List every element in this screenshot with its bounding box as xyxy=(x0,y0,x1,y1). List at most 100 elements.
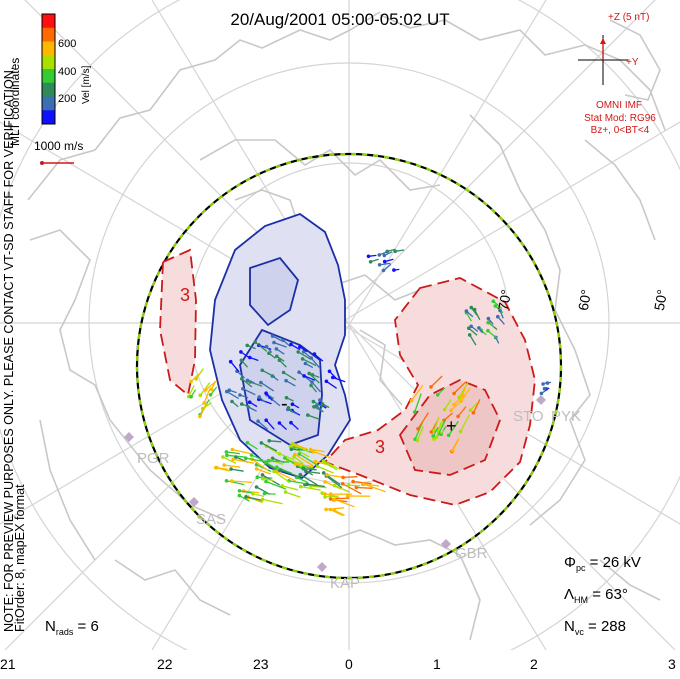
velocity-vector-origin xyxy=(382,269,386,273)
colorbar-tick-400: 400 xyxy=(58,66,76,78)
velocity-vector-origin xyxy=(261,477,265,481)
velocity-vector-origin xyxy=(541,382,545,386)
mlt-tick-3: 3 xyxy=(668,656,676,672)
potential-min-label: - xyxy=(281,393,288,416)
velocity-vector-origin xyxy=(260,369,264,373)
imf-y-label: +Y xyxy=(626,57,639,68)
velocity-vector-origin xyxy=(294,462,298,466)
velocity-vector-origin xyxy=(189,395,193,399)
velocity-vector-origin xyxy=(272,470,276,474)
station-gbr: GBR xyxy=(455,545,488,562)
velocity-vector-origin xyxy=(199,394,203,398)
velocity-vector-origin xyxy=(260,441,264,445)
colorbar-tick-600: 600 xyxy=(58,38,76,50)
colorbar-segment xyxy=(42,97,55,111)
velocity-vector-origin xyxy=(329,497,333,501)
velocity-vector-origin xyxy=(253,340,257,344)
velocity-vector-origin xyxy=(296,350,300,354)
velocity-vector-origin xyxy=(324,508,328,512)
velocity-vector-origin xyxy=(322,471,326,475)
velocity-vector-tail xyxy=(231,469,244,471)
velocity-vector-origin xyxy=(298,452,302,456)
velocity-vector-origin xyxy=(393,250,397,254)
velocity-vector-origin xyxy=(278,421,282,425)
velocity-vector-origin xyxy=(263,492,267,496)
mlt-tick-0: 0 xyxy=(345,656,353,672)
negative-cell xyxy=(210,214,350,478)
velocity-vector-origin xyxy=(302,467,306,471)
velocity-vector-origin xyxy=(264,480,268,484)
velocity-vector-origin xyxy=(240,377,244,381)
colorbar-tick-200: 200 xyxy=(58,93,76,105)
velocity-vector-origin xyxy=(256,419,260,423)
velocity-vector-origin xyxy=(225,390,229,394)
velocity-vector-origin xyxy=(267,439,271,443)
velocity-vector-origin xyxy=(282,371,286,375)
velocity-vector-origin xyxy=(221,455,225,459)
potential-max-label: + xyxy=(446,416,457,437)
velocity-vector-tail xyxy=(224,465,240,467)
velocity-vector-origin xyxy=(416,439,420,443)
velocity-vector-origin xyxy=(315,404,319,408)
velocity-vector-origin xyxy=(284,490,288,494)
velocity-vector-origin xyxy=(496,315,500,319)
velocity-vector-origin xyxy=(369,260,373,264)
velocity-vector-origin xyxy=(267,351,271,355)
velocity-vector-origin xyxy=(351,480,355,484)
velocity-vector-origin xyxy=(240,402,244,406)
velocity-vector-tail xyxy=(286,492,301,497)
fit-order: FitOrder: 8, mapEX format xyxy=(13,484,27,632)
stat-lambda-hm: ΛHM = 63° xyxy=(564,586,628,605)
stat-nrads: Nrads = 6 xyxy=(45,618,99,637)
velocity-vector-origin xyxy=(244,456,248,460)
velocity-vector-origin xyxy=(291,402,295,406)
station-kap: KAP xyxy=(330,575,360,592)
velocity-vector-origin xyxy=(264,418,268,422)
velocity-vector-origin xyxy=(240,359,244,363)
velocity-vector-origin xyxy=(333,509,337,513)
velocity-vector-origin xyxy=(302,374,306,378)
mlt-tick-22: 22 xyxy=(157,656,173,672)
velocity-vector-origin xyxy=(543,387,547,391)
velocity-vector-origin xyxy=(413,410,417,414)
velocity-vector-origin xyxy=(255,485,259,489)
velocity-vector-origin xyxy=(231,448,235,452)
velocity-vector-origin xyxy=(297,370,301,374)
velocity-vector-origin xyxy=(246,441,250,445)
velocity-vector-origin xyxy=(460,395,464,399)
velocity-vector-tail xyxy=(356,488,372,489)
velocity-vector-origin xyxy=(278,452,282,456)
velocity-vector-origin xyxy=(456,415,460,419)
colorbar-segment xyxy=(42,69,55,83)
velocity-vector-tail xyxy=(263,499,283,503)
velocity-vector-origin xyxy=(225,454,229,458)
velocity-vector-origin xyxy=(329,492,333,496)
velocity-vector-origin xyxy=(238,393,242,397)
velocity-vector-origin xyxy=(281,339,285,343)
plot-title: 20/Aug/2001 05:00-05:02 UT xyxy=(0,10,680,30)
velocity-vector-origin xyxy=(209,393,213,397)
velocity-vector-origin xyxy=(322,459,326,463)
velocity-vector-origin xyxy=(255,467,259,471)
velocity-vector-origin xyxy=(279,468,283,472)
velocity-vector-origin xyxy=(469,408,473,412)
mlt-tick-2: 2 xyxy=(530,656,538,672)
velocity-vector-origin xyxy=(234,455,238,459)
potential-label-right: 3 xyxy=(375,437,385,458)
station-sto: STO xyxy=(513,408,544,425)
reference-vector-label: 1000 m/s xyxy=(34,139,83,153)
velocity-vector-origin xyxy=(325,473,329,477)
velocity-vector-origin xyxy=(261,473,265,477)
velocity-vector-origin xyxy=(443,408,447,412)
velocity-vector-origin xyxy=(328,370,332,374)
velocity-vector-origin xyxy=(306,413,310,417)
velocity-vector-origin xyxy=(314,460,318,464)
velocity-vector-origin xyxy=(298,345,302,349)
velocity-vector-origin xyxy=(470,306,474,310)
velocity-vector-tail xyxy=(334,499,354,507)
velocity-vector-tail xyxy=(257,477,272,478)
velocity-vector-tail xyxy=(318,466,334,473)
mlt-tick-23: 23 xyxy=(253,656,269,672)
velocity-vector-origin xyxy=(323,495,327,499)
